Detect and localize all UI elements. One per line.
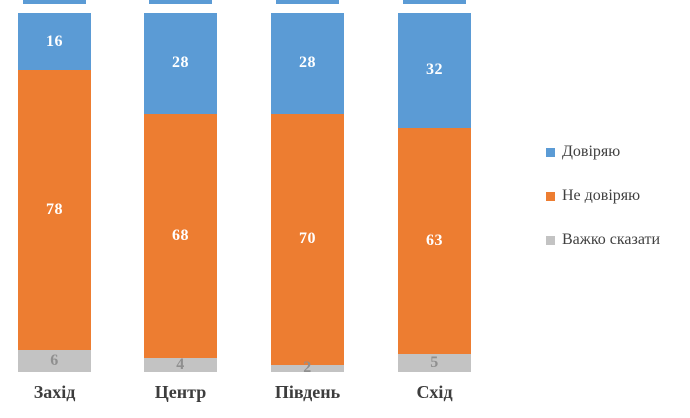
cropped-bar-top-sliver bbox=[23, 0, 86, 4]
stacked-bar-4: 32 63 5 bbox=[398, 13, 471, 372]
bar-1-segment-1: 16 bbox=[18, 13, 91, 71]
legend-swatch-blue-icon bbox=[546, 147, 555, 157]
bar-4-segment-3: 5 bbox=[398, 354, 471, 372]
bar-3-segment-3: 2 bbox=[271, 360, 344, 376]
cropped-bar-top-sliver bbox=[403, 0, 466, 4]
legend-swatch-orange-icon bbox=[546, 191, 555, 201]
category-label-2: Центр bbox=[154, 382, 207, 402]
bar-4-segment-2: 63 bbox=[398, 127, 471, 355]
data-label: 28 bbox=[172, 54, 189, 72]
legend: Довіряю Не довіряю Важко сказати bbox=[546, 143, 660, 275]
legend-item-hard-to-say: Важко сказати bbox=[546, 231, 660, 249]
data-label: 28 bbox=[299, 54, 316, 72]
legend-label-distrust: Не довіряю bbox=[562, 187, 641, 204]
stacked-bar-2: 28 68 4 bbox=[144, 13, 217, 372]
data-label: 68 bbox=[172, 226, 189, 244]
bar-2-segment-1: 28 bbox=[144, 13, 217, 114]
bar-1-segment-2: 78 bbox=[18, 70, 91, 351]
data-label: 5 bbox=[430, 354, 439, 371]
bar-3-segment-1: 28 bbox=[271, 13, 344, 114]
legend-swatch-gray-icon bbox=[546, 235, 555, 245]
bar-3-segment-2: 70 bbox=[271, 113, 344, 365]
category-label-3: Південь bbox=[274, 382, 341, 402]
bar-2-segment-3: 4 bbox=[144, 355, 217, 373]
data-label: 70 bbox=[299, 230, 316, 248]
data-label: 78 bbox=[46, 201, 63, 219]
stacked-bar-1: 16 78 6 bbox=[18, 13, 91, 372]
bar-2-segment-2: 68 bbox=[144, 113, 217, 358]
data-label: 2 bbox=[303, 359, 312, 377]
bar-4-segment-1: 32 bbox=[398, 13, 471, 128]
stacked-bar-3: 28 70 2 bbox=[271, 13, 344, 376]
cropped-bar-top-sliver bbox=[149, 0, 212, 4]
data-label: 32 bbox=[426, 61, 443, 79]
bar-1-segment-3: 6 bbox=[18, 350, 91, 372]
data-label: 4 bbox=[176, 355, 185, 373]
cropped-bar-top-sliver bbox=[276, 0, 339, 4]
data-label: 6 bbox=[50, 352, 59, 370]
legend-label-hard-to-say: Важко сказати bbox=[562, 231, 661, 248]
category-label-1: Захід bbox=[33, 382, 76, 402]
category-label-4: Схід bbox=[416, 382, 453, 402]
legend-label-trust: Довіряю bbox=[562, 143, 621, 160]
legend-item-distrust: Не довіряю bbox=[546, 187, 660, 205]
data-label: 16 bbox=[46, 32, 63, 50]
legend-item-trust: Довіряю bbox=[546, 143, 660, 161]
data-label: 63 bbox=[426, 231, 443, 249]
